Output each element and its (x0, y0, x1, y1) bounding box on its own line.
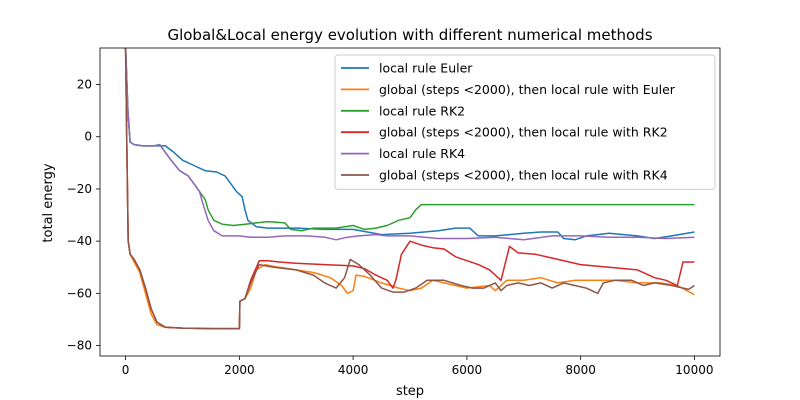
series-line-2 (124, 48, 695, 330)
legend-label-5: local rule RK4 (379, 146, 465, 161)
series-line-5 (124, 48, 695, 241)
legend: local rule Euler global (steps <2000), th… (334, 54, 716, 190)
y-axis: −80 −60 −40 −20 0 20 (67, 78, 100, 353)
legend-box (334, 54, 716, 190)
x-tick-label: 6000 (452, 363, 483, 377)
y-tick-label: 0 (84, 130, 92, 144)
series-line-6 (124, 48, 695, 330)
x-tick-label: 0 (122, 363, 130, 377)
y-tick-label: −20 (67, 182, 92, 196)
x-tick-label: 4000 (338, 363, 369, 377)
legend-label-2: global (steps <2000), then local rule wi… (379, 82, 676, 97)
x-tick-label: 10000 (675, 363, 713, 377)
y-tick-label: −60 (67, 286, 92, 300)
y-tick-label: 20 (77, 78, 92, 92)
plot-area (99, 47, 721, 357)
legend-label-3: local rule RK2 (379, 103, 465, 118)
chart-title: Global&Local energy evolution with diffe… (167, 26, 652, 44)
legend-label-1: local rule Euler (379, 61, 473, 76)
series-group (124, 48, 695, 330)
y-axis-label: total energy (41, 163, 56, 242)
y-tick-label: −40 (67, 234, 92, 248)
y-tick-label: −80 (67, 339, 92, 353)
x-axis-label: step (396, 384, 424, 399)
series-line-1 (124, 48, 695, 241)
x-tick-label: 2000 (224, 363, 255, 377)
legend-label-4: global (steps <2000), then local rule wi… (379, 125, 668, 140)
x-axis: 0 2000 4000 6000 8000 10000 (122, 356, 713, 377)
legend-label-6: global (steps <2000), then local rule wi… (379, 168, 668, 183)
x-tick-label: 8000 (565, 363, 596, 377)
plot-frame (99, 47, 721, 357)
